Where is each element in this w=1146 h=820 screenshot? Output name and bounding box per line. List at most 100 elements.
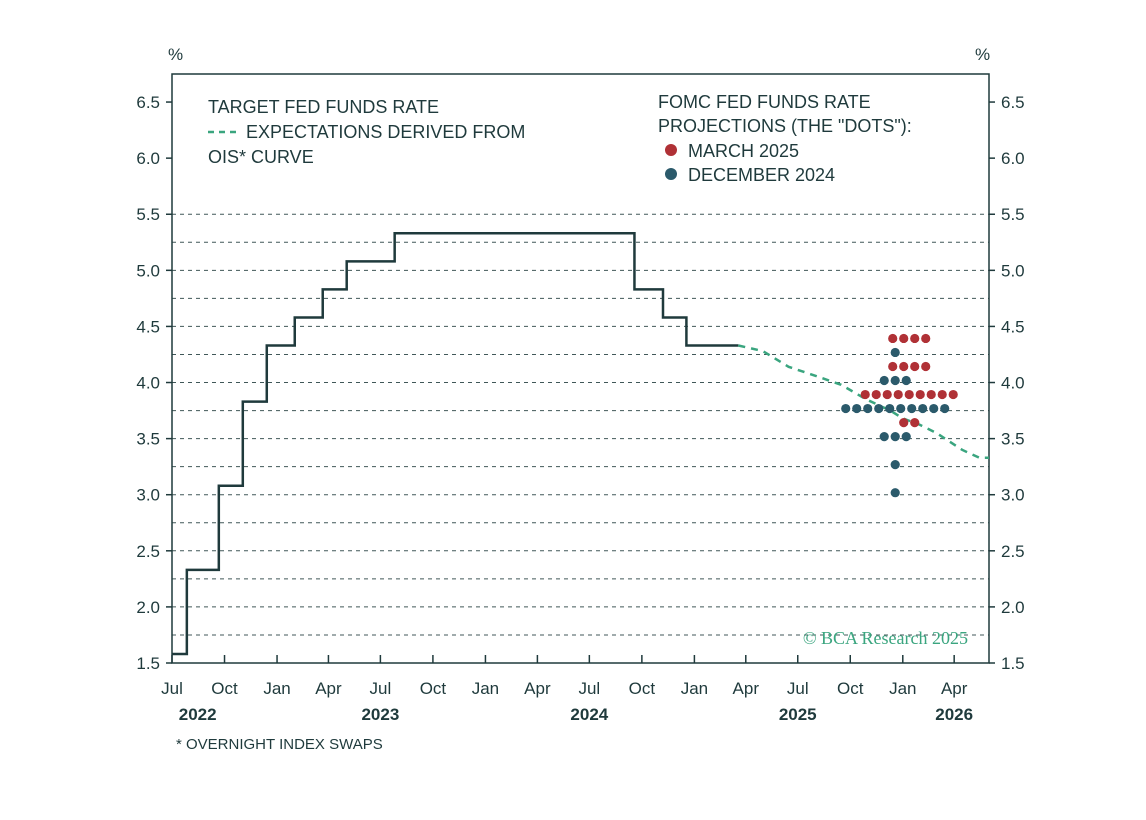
x-tick-label: Apr [733, 679, 760, 698]
y-tick-label-left: 6.5 [136, 93, 160, 112]
x-tick-label: Jan [681, 679, 708, 698]
axes: 1.5 1.5 2.0 2.0 2.5 2.5 3.0 3.0 3.5 3.5 4.0 4.0 4.5 4… [136, 93, 1024, 724]
footnote: * OVERNIGHT INDEX SWAPS [176, 736, 383, 753]
march-2025-dot [921, 333, 931, 344]
x-tick-label: Jul [578, 679, 600, 698]
grid-lines [172, 213, 989, 636]
plot-frame [171, 73, 990, 664]
ois-expectations-line [738, 344, 989, 459]
december-2024-dot [885, 403, 895, 414]
march-2025-dot [860, 389, 870, 400]
y-tick-label-left: 3.5 [136, 430, 160, 449]
x-tick-label: Apr [524, 679, 551, 698]
y-tick-label-right: 6.0 [1001, 149, 1025, 168]
december-2024-dot [890, 488, 900, 498]
x-tick-label: Apr [315, 679, 342, 698]
march-2025-dot [910, 361, 920, 372]
december-2024-dot [879, 375, 889, 386]
y-tick-label-left: 6.0 [136, 149, 160, 168]
march-2025-dot [899, 417, 909, 428]
y-tick-label-left: 5.5 [136, 205, 160, 224]
fomc-dots [841, 333, 958, 498]
december-2024-dot [874, 403, 884, 414]
december-2024-dot [890, 431, 900, 442]
legend-december-dot [665, 168, 677, 180]
legend-december-2024: DECEMBER 2024 [688, 165, 835, 185]
december-2024-dot [852, 403, 862, 414]
december-2024-dot [929, 403, 939, 414]
y-tick-label-left: 1.5 [136, 654, 160, 673]
y-tick-label-left: 5.0 [136, 261, 160, 280]
legend-march-2025: MARCH 2025 [688, 141, 799, 161]
y-tick-label-left: 4.0 [136, 374, 160, 393]
x-year-label: 2026 [935, 705, 973, 724]
dots-title-line-2: PROJECTIONS (THE "DOTS"): [658, 116, 912, 136]
december-2024-dot [890, 375, 900, 386]
y-tick-label-right: 1.5 [1001, 654, 1025, 673]
watermark: © BCA Research 2025 [803, 628, 968, 648]
series [172, 232, 989, 656]
march-2025-dot [921, 361, 931, 372]
x-tick-label: Jul [787, 679, 809, 698]
x-tick-label: Jul [370, 679, 392, 698]
y-tick-label-right: 3.0 [1001, 486, 1025, 505]
target-rate-line [172, 232, 739, 656]
december-2024-dot [863, 403, 873, 414]
y-tick-label-left: 4.5 [136, 317, 160, 336]
y-tick-label-right: 4.0 [1001, 374, 1025, 393]
x-tick-label: Oct [420, 679, 447, 698]
y-tick-label-right: 5.5 [1001, 205, 1025, 224]
legend-left: TARGET FED FUNDS RATE EXPECTATIONS DERIV… [208, 97, 525, 167]
x-tick-label: Jan [472, 679, 499, 698]
march-2025-dot [899, 361, 909, 372]
march-2025-dot [915, 389, 925, 400]
legend-right: FOMC FED FUNDS RATE PROJECTIONS (THE "DO… [658, 92, 912, 185]
y-tick-label-right: 6.5 [1001, 93, 1025, 112]
march-2025-dot [910, 417, 920, 428]
x-year-label: 2024 [570, 705, 608, 724]
y-tick-label-right: 5.0 [1001, 261, 1025, 280]
december-2024-dot [907, 403, 917, 414]
march-2025-dot [888, 333, 898, 344]
december-2024-dot [841, 403, 851, 414]
legend-ois-line-1: EXPECTATIONS DERIVED FROM [246, 122, 525, 142]
y-tick-label-right: 3.5 [1001, 430, 1025, 449]
x-tick-label: Apr [941, 679, 968, 698]
march-2025-dot [888, 361, 898, 372]
x-tick-label: Jul [161, 679, 183, 698]
x-year-label: 2022 [179, 705, 217, 724]
y-tick-label-right: 2.0 [1001, 598, 1025, 617]
december-2024-dot [890, 460, 900, 470]
y-tick-label-left: 2.0 [136, 598, 160, 617]
y-tick-label-left: 2.5 [136, 542, 160, 561]
december-2024-dot [890, 347, 900, 358]
y-tick-label-right: 2.5 [1001, 542, 1025, 561]
x-tick-label: Jan [889, 679, 916, 698]
legend-target-rate: TARGET FED FUNDS RATE [208, 97, 439, 117]
march-2025-dot [871, 389, 881, 400]
march-2025-dot [904, 389, 914, 400]
x-tick-label: Oct [211, 679, 238, 698]
december-2024-dot [896, 403, 906, 414]
left-unit-label: % [168, 45, 183, 64]
december-2024-dot [918, 403, 928, 414]
legend-ois-expectations: EXPECTATIONS DERIVED FROM OIS* CURVE [208, 122, 525, 167]
x-tick-label: Oct [837, 679, 864, 698]
march-2025-dot [899, 333, 909, 344]
x-year-label: 2023 [361, 705, 399, 724]
right-unit-label: % [975, 45, 990, 64]
legend-march-dot [665, 144, 677, 156]
december-2024-dot [901, 375, 911, 386]
x-tick-label: Oct [629, 679, 656, 698]
march-2025-dot [882, 389, 892, 400]
december-2024-dot [940, 403, 950, 414]
march-2025-dot [948, 389, 958, 400]
y-tick-label-left: 3.0 [136, 486, 160, 505]
march-2025-dot [893, 389, 903, 400]
december-2024-dot [879, 431, 889, 442]
march-2025-dot [937, 389, 947, 400]
december-2024-dot [901, 431, 911, 442]
march-2025-dot [926, 389, 936, 400]
y-tick-label-right: 4.5 [1001, 317, 1025, 336]
